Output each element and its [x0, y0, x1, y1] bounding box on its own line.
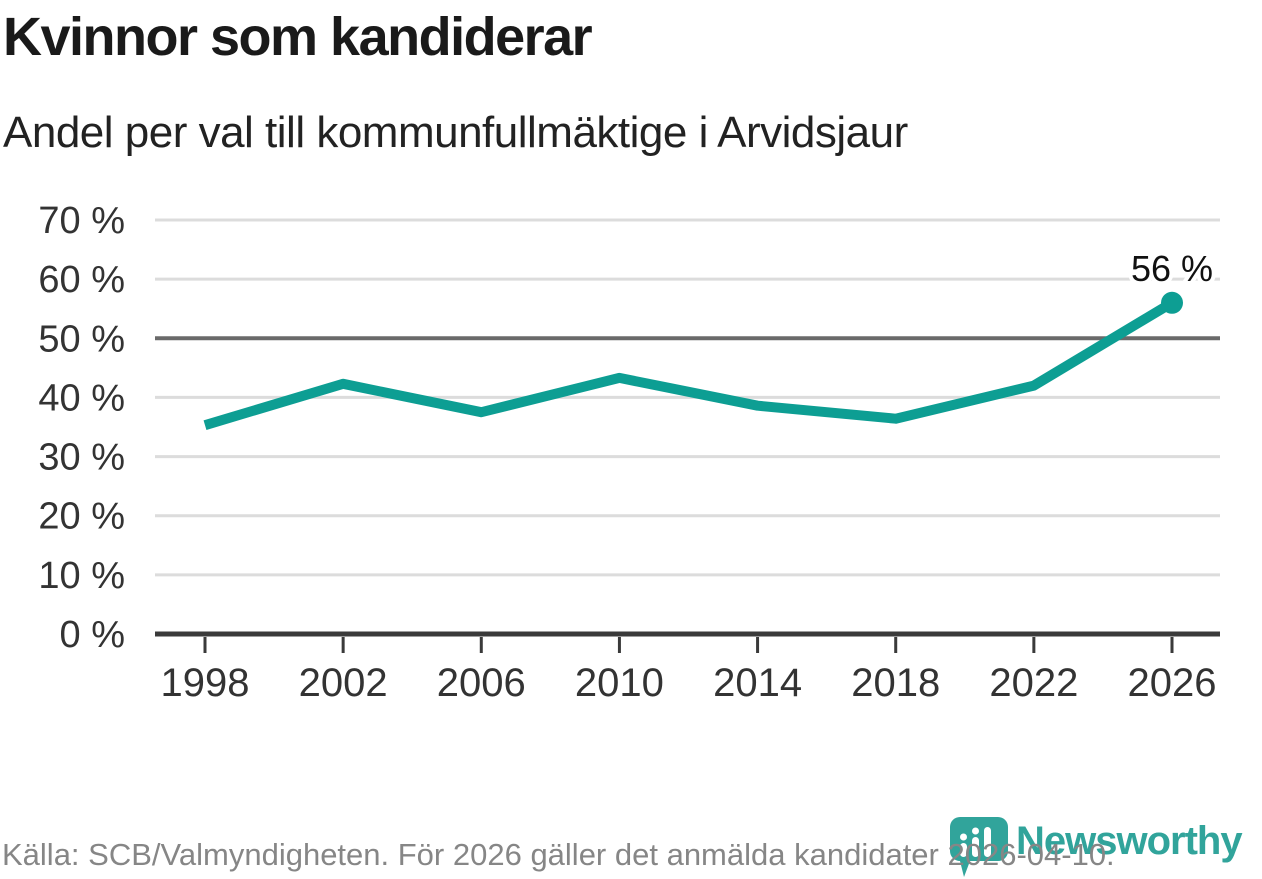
end-value-label: 56 %: [1131, 248, 1213, 289]
x-tick-label: 2010: [575, 661, 664, 705]
data-line: [203, 298, 1175, 430]
x-tick-label: 2014: [713, 661, 802, 705]
y-tick-label: 40 %: [38, 377, 125, 419]
x-tick-label: 2006: [437, 661, 526, 705]
y-tick-label: 70 %: [38, 200, 125, 242]
y-tick-label: 0 %: [60, 614, 125, 656]
x-tick-label: 2022: [989, 661, 1078, 705]
y-tick-label: 50 %: [38, 318, 125, 360]
y-tick-label: 30 %: [38, 437, 125, 479]
y-tick-label: 10 %: [38, 555, 125, 597]
end-point-marker: [1161, 291, 1183, 314]
y-tick-label: 60 %: [38, 259, 125, 301]
newsworthy-branding: Newsworthy: [942, 813, 1262, 879]
newsworthy-logo-icon: [950, 817, 1008, 877]
x-tick-label: 2002: [299, 661, 388, 705]
source-note: Källa: SCB/Valmyndigheten. För 2026 gäll…: [2, 837, 1115, 872]
chart-subtitle: Andel per val till kommunfullmäktige i A…: [3, 108, 908, 157]
x-tick-label: 1998: [161, 661, 250, 705]
x-tick-label: 2026: [1128, 661, 1217, 705]
page-title: Kvinnor som kandiderar: [3, 7, 593, 67]
line-chart: 0 % 10 % 20 % 30 % 40 % 50 % 60 % 70 % 1998 2002 2…: [38, 200, 1220, 705]
y-tick-label: 20 %: [38, 496, 125, 538]
newsworthy-wordmark: Newsworthy: [1016, 819, 1243, 863]
x-tick-label: 2018: [851, 661, 940, 705]
